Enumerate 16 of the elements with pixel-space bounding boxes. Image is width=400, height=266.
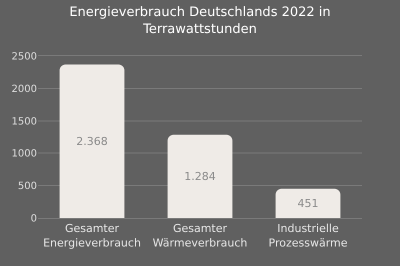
- bar: [168, 134, 232, 218]
- y-tick-label: 500: [18, 181, 37, 192]
- x-tick-label: Industrielle Prozesswärme: [268, 222, 348, 250]
- y-tick-label: 1500: [12, 116, 37, 128]
- y-tick-label: 1000: [12, 148, 37, 160]
- chart-title: Energieverbrauch Deutschlands 2022 in Terrawattstunden: [69, 4, 331, 37]
- x-tick-label: Gesamter Wärmeverbrauch: [152, 222, 248, 250]
- bar: [60, 64, 124, 218]
- data-label: 1.284: [184, 170, 216, 183]
- data-label: 451: [298, 196, 318, 210]
- y-tick-label: 2000: [12, 84, 37, 95]
- bar: [276, 188, 340, 218]
- y-tick-label: 0: [30, 214, 37, 224]
- y-tick-label: 2500: [12, 52, 37, 62]
- data-label: 2.368: [76, 134, 108, 148]
- x-tick-label: Gesamter Energieverbrauch: [43, 222, 141, 250]
